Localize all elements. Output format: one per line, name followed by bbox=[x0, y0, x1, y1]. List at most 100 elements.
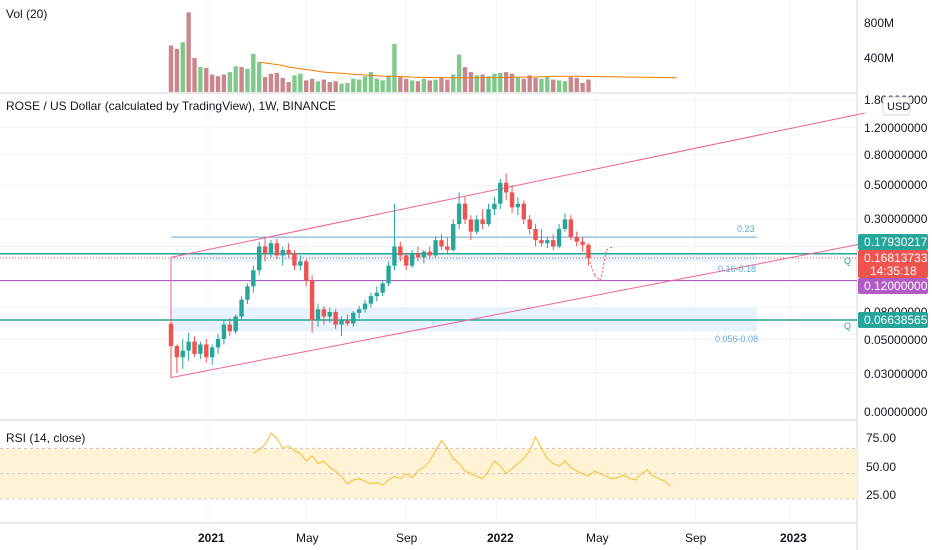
volume-bar bbox=[333, 81, 338, 92]
price-axis-tick: 0.00000000 bbox=[864, 405, 928, 419]
candle-body bbox=[474, 219, 479, 232]
volume-bar bbox=[404, 78, 409, 92]
candle-body bbox=[292, 253, 297, 266]
candle-body bbox=[198, 344, 203, 354]
support-zone-016-018 bbox=[171, 253, 757, 262]
volume-bar bbox=[515, 77, 521, 92]
price-badge-purple: 0.12000000 bbox=[858, 278, 928, 294]
time-axis-label: Sep bbox=[685, 531, 707, 545]
volume-bar bbox=[239, 67, 244, 92]
price-axis-tick: 0.50000000 bbox=[864, 178, 928, 192]
candles bbox=[168, 173, 591, 378]
candle-body bbox=[433, 240, 438, 256]
time-axis-label: 2022 bbox=[487, 531, 514, 545]
volume-bar bbox=[386, 75, 391, 92]
volume-bar bbox=[433, 79, 438, 92]
candle-body bbox=[351, 312, 356, 324]
candle-body bbox=[315, 309, 321, 321]
candle-body bbox=[421, 251, 427, 258]
rsi-axis-tick: 75.00 bbox=[866, 431, 896, 445]
volume-bar bbox=[174, 48, 180, 92]
price-badge-upper-teal-frame bbox=[858, 234, 928, 250]
volume-bar bbox=[192, 57, 197, 92]
price-badge-lower-teal-frame bbox=[858, 312, 928, 328]
volume-bar bbox=[274, 72, 280, 92]
volume-bar bbox=[521, 78, 526, 92]
volume-bar bbox=[292, 75, 297, 92]
candle-body bbox=[180, 350, 185, 358]
candle-body bbox=[533, 228, 538, 241]
volume-bar bbox=[562, 81, 568, 92]
channel-lower-line bbox=[170, 242, 865, 379]
volume-bar bbox=[392, 43, 397, 92]
currency-button-frame[interactable] bbox=[882, 96, 911, 116]
volume-bar bbox=[380, 80, 385, 92]
volume-bar bbox=[180, 42, 185, 92]
volume-bar bbox=[268, 73, 274, 92]
price-badge-last: 0.16813733 14:35:18 bbox=[858, 250, 928, 278]
volume-bar bbox=[415, 81, 421, 92]
price-badge-last-frame bbox=[858, 250, 928, 278]
candle-body bbox=[362, 303, 368, 310]
volume-bar bbox=[186, 12, 191, 92]
projection-segment bbox=[588, 257, 595, 276]
volume-bar bbox=[439, 77, 444, 92]
candle-body bbox=[562, 219, 568, 229]
rsi-series bbox=[0, 432, 857, 500]
candle-body bbox=[580, 241, 585, 245]
volume-bar bbox=[545, 77, 550, 92]
volume-bar bbox=[451, 74, 456, 92]
volume-bar bbox=[227, 72, 232, 92]
candle-body bbox=[286, 249, 291, 254]
candle-body bbox=[251, 270, 256, 287]
volume-bar bbox=[398, 77, 403, 92]
currency-button-label[interactable]: USD bbox=[887, 101, 910, 113]
volume-bar bbox=[539, 78, 544, 92]
currency-button[interactable]: USD bbox=[882, 96, 911, 116]
candle-body bbox=[368, 296, 374, 304]
candle-body bbox=[551, 240, 556, 247]
candle-body bbox=[298, 261, 303, 266]
volume-bar bbox=[204, 67, 209, 92]
candle-body bbox=[480, 219, 485, 225]
time-axis-label: 2023 bbox=[780, 531, 807, 545]
candle-body bbox=[245, 286, 250, 300]
candle-body bbox=[409, 253, 415, 266]
candle-body bbox=[451, 224, 456, 250]
volume-bar bbox=[168, 45, 174, 92]
projection-segment bbox=[594, 274, 601, 281]
volume-bar bbox=[209, 74, 215, 92]
price-badge-text: 0.06638565 bbox=[864, 313, 928, 327]
candle-body bbox=[404, 255, 409, 266]
volume-pane-title: Vol (20) bbox=[6, 7, 47, 21]
candle-body bbox=[468, 219, 474, 232]
candle-body bbox=[345, 320, 350, 324]
volume-bar bbox=[368, 72, 374, 92]
candle-body bbox=[309, 280, 315, 321]
time-axis-label: May bbox=[586, 531, 609, 545]
volume-bar bbox=[533, 77, 538, 92]
time-axis-label: 2021 bbox=[198, 531, 225, 545]
volume-bar bbox=[568, 77, 574, 92]
candle-body bbox=[209, 347, 215, 358]
volume-bar bbox=[286, 82, 291, 92]
volume-bar bbox=[345, 82, 350, 92]
candle-body bbox=[268, 243, 274, 254]
candle-body bbox=[280, 249, 285, 256]
volume-bar bbox=[298, 73, 303, 92]
volume-bar bbox=[509, 73, 515, 92]
q-marker-lower: Q bbox=[844, 321, 851, 331]
candle-body bbox=[356, 309, 362, 313]
candle-body bbox=[521, 203, 526, 220]
candle-body bbox=[462, 203, 468, 220]
volume-bar bbox=[427, 80, 432, 92]
price-badge-text: 0.12000000 bbox=[864, 279, 928, 293]
rsi-pane-title: RSI (14, close) bbox=[6, 431, 85, 445]
price-axis-tick: 0.80000000 bbox=[864, 148, 928, 162]
candle-body bbox=[174, 345, 180, 358]
candle-body bbox=[492, 203, 497, 210]
volume-bar bbox=[486, 76, 491, 92]
candle-body bbox=[333, 311, 338, 325]
volume-bar bbox=[409, 80, 415, 92]
